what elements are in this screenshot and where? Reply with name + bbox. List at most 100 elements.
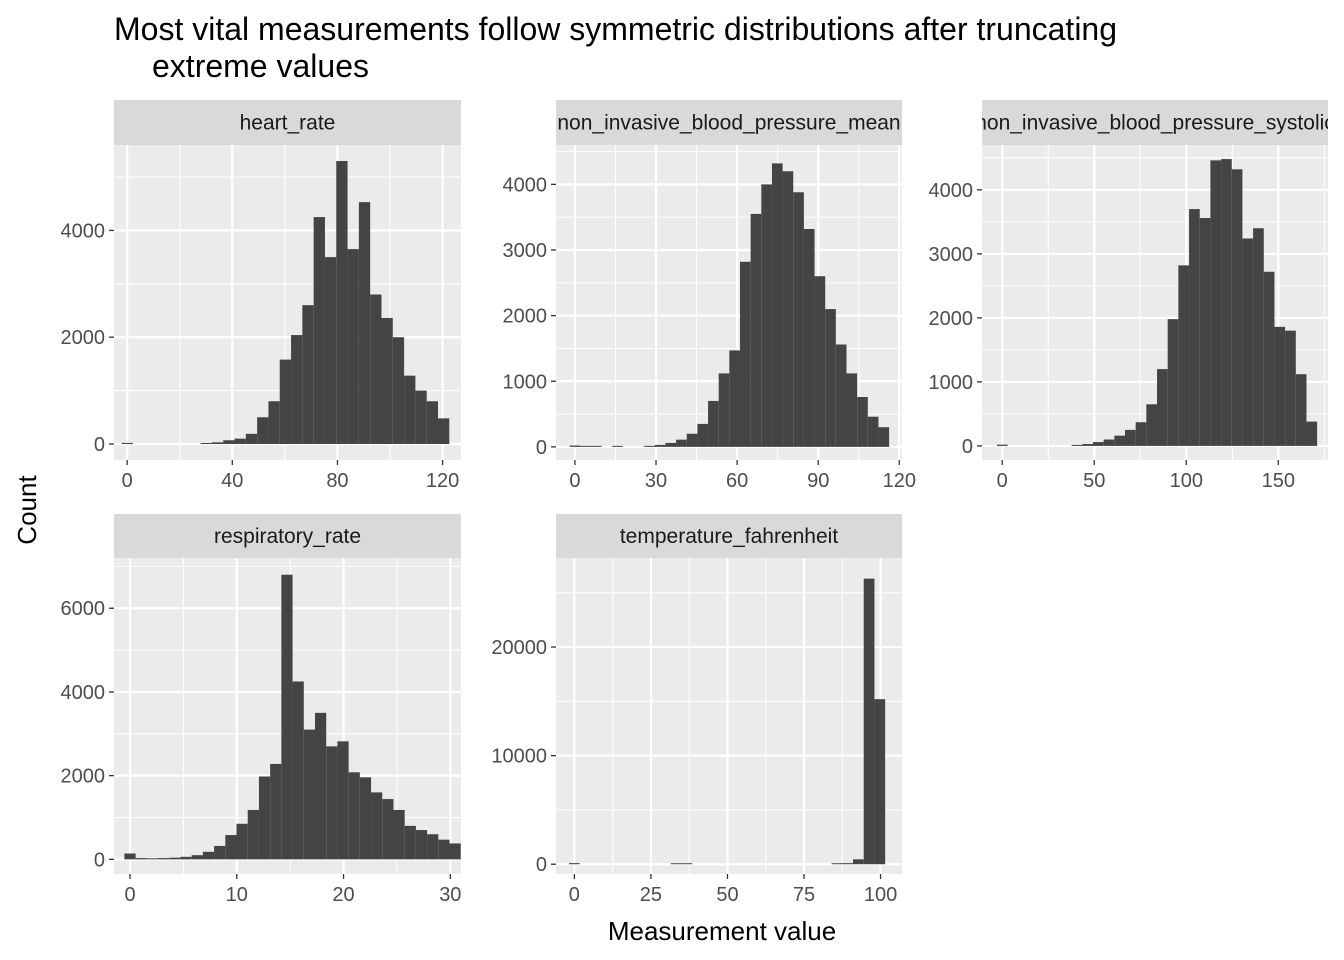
histogram-bar: [863, 578, 875, 865]
facet-non_invasive_blood_pressure_mean: non_invasive_blood_pressure_mean 0 30 60 90 1…: [503, 100, 916, 492]
facet-strip: [114, 514, 461, 558]
x-tick-label: 10: [226, 884, 248, 906]
histogram-bar: [404, 375, 416, 444]
histogram-bar: [1167, 319, 1179, 446]
histogram-bar: [1178, 265, 1190, 446]
facet-strip: [114, 100, 461, 145]
histogram-bar: [853, 859, 864, 865]
y-axis-title: Count: [12, 475, 42, 545]
histogram-bar: [245, 433, 258, 444]
x-tick-label: 80: [326, 470, 348, 492]
facet-temperature_fahrenheit: temperature_fahrenheit 0 25 50 75 100 0 10000 20…: [491, 514, 902, 906]
histogram-bar: [857, 397, 868, 447]
histogram-bar: [996, 444, 1008, 446]
histogram-bar: [1114, 435, 1126, 446]
x-tick-label: 100: [864, 884, 897, 906]
histogram-bar: [1210, 160, 1222, 446]
histogram-bar: [381, 317, 393, 444]
histogram-bar: [740, 261, 751, 447]
y-tick-label: 3000: [929, 244, 974, 266]
histogram-bar: [326, 746, 338, 860]
histogram-bar: [665, 442, 677, 447]
histogram-bar: [404, 825, 416, 860]
histogram-bar: [1146, 404, 1158, 446]
facet-respiratory_rate: respiratory_rate 0 10 20 30 0 2000 4000 6000: [61, 514, 461, 906]
histogram-bar: [291, 335, 303, 444]
histogram-bar: [825, 309, 836, 447]
histogram-bar: [202, 851, 215, 860]
y-tick-label: 1000: [929, 372, 974, 394]
histogram-bar: [878, 427, 890, 447]
histogram-bar: [169, 857, 181, 860]
histogram-bar: [1135, 422, 1147, 446]
y-tick-label: 6000: [61, 598, 106, 620]
histogram-bar: [670, 863, 682, 865]
x-tick-label: 30: [439, 884, 461, 906]
histogram-bar: [1221, 159, 1232, 446]
histogram-bar: [761, 184, 772, 447]
x-tick-label: 90: [807, 470, 829, 492]
x-tick-label: 120: [426, 470, 459, 492]
histogram-bar: [302, 305, 314, 444]
y-tick-label: 4000: [929, 180, 974, 202]
histogram-bar: [1071, 444, 1083, 446]
facet-panel-background: [556, 558, 902, 874]
facet-strip-label: non_invasive_blood_pressure_systolic: [975, 112, 1335, 135]
histogram-bar: [358, 202, 371, 444]
histogram-bar: [831, 863, 843, 865]
histogram-bar: [644, 445, 655, 447]
chart-title-line-2: extreme values: [152, 48, 369, 84]
histogram-bar: [580, 445, 591, 447]
histogram-bar: [1103, 439, 1115, 446]
y-tick-label: 4000: [61, 682, 106, 704]
histogram-bar: [270, 763, 282, 860]
histogram-bar: [449, 843, 461, 860]
facet-strip-label: heart_rate: [240, 112, 336, 135]
histogram-bar: [337, 741, 349, 860]
histogram-bar: [835, 344, 847, 447]
x-tick-label: 0: [124, 884, 135, 906]
histogram-bar: [392, 337, 405, 444]
chart-title-line-1: Most vital measurements follow symmetric…: [114, 11, 1117, 47]
facet-strip-label: respiratory_rate: [214, 525, 361, 548]
histogram-bar: [793, 192, 804, 447]
histogram-bar: [612, 445, 623, 447]
histogram-bar: [382, 799, 394, 860]
facet-non_invasive_blood_pressure_systolic: non_invasive_blood_pressure_systolic 0 50 1…: [929, 100, 1335, 492]
facet-strip: [556, 100, 902, 145]
histogram-bar: [842, 863, 854, 865]
histogram-bar: [676, 439, 687, 447]
histogram-bar: [782, 171, 794, 447]
histogram-bar: [415, 390, 427, 444]
histogram-bar: [158, 858, 170, 860]
histogram-bar: [258, 776, 271, 860]
histogram-bar: [438, 839, 450, 860]
x-tick-label: 40: [221, 470, 243, 492]
histogram-bar: [223, 440, 235, 444]
y-tick-label: 0: [962, 436, 973, 458]
histogram-bar: [708, 400, 719, 447]
x-tick-label: 60: [726, 470, 748, 492]
histogram-bar: [874, 699, 886, 865]
y-tick-label: 0: [94, 434, 105, 456]
histogram-bar: [1263, 271, 1275, 446]
x-tick-label: 50: [716, 884, 738, 906]
y-tick-label: 4000: [61, 220, 106, 242]
histogram-bar: [180, 856, 192, 860]
histogram-bar: [1295, 374, 1307, 446]
y-tick-label: 2000: [929, 308, 974, 330]
x-tick-label: 20: [332, 884, 354, 906]
histogram-bar: [135, 858, 147, 860]
histogram-bar: [146, 858, 159, 860]
histogram-bar: [750, 213, 762, 447]
y-tick-label: 0: [536, 854, 547, 876]
histogram-bar: [718, 373, 730, 447]
histogram-bar: [697, 423, 709, 447]
histogram-bar: [1125, 429, 1136, 446]
histogram-bar: [771, 163, 783, 447]
histogram-bar: [814, 276, 826, 447]
histogram-bar: [1231, 169, 1243, 446]
histogram-bar: [1242, 238, 1254, 446]
histogram-bar: [200, 442, 212, 444]
